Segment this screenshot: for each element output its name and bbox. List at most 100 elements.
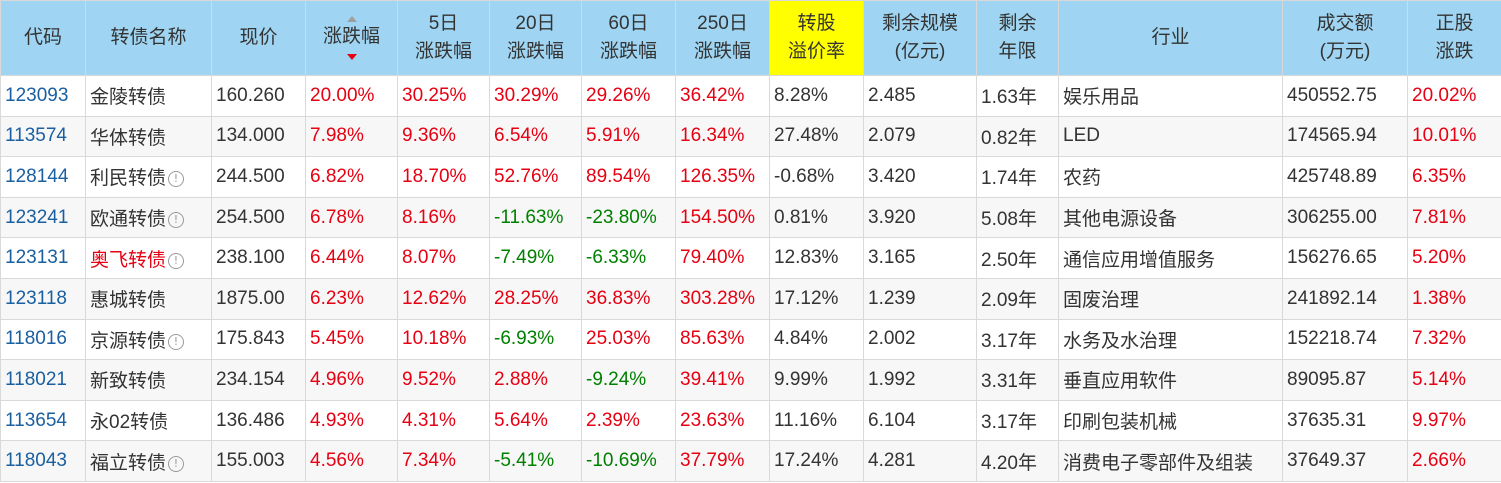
sort-asc-icon (346, 16, 357, 22)
cell-chg5: 9.52% (397, 359, 490, 401)
info-circle-icon[interactable]: ! (168, 252, 185, 269)
column-header-chg20[interactable]: 20日 涨跌幅 (489, 0, 582, 76)
cell-turnover: 241892.14 (1282, 277, 1408, 320)
column-header-change[interactable]: 涨跌幅 (305, 0, 398, 76)
cell-industry: 娱乐用品 (1058, 75, 1283, 117)
column-header-label: 剩余 年限 (998, 13, 1037, 62)
info-circle-icon[interactable]: ! (168, 455, 185, 472)
table-row[interactable]: 113654 永02转债 136.486 4.93% 4.31% 5.64% 2.39% 23… (0, 399, 1501, 442)
column-header-turnover[interactable]: 成交额 (万元) (1282, 0, 1408, 76)
cell-chg60: 2.39% (581, 399, 676, 442)
bond-name[interactable]: 永02转债 (90, 412, 169, 434)
cell-code[interactable]: 113654 (0, 399, 86, 442)
column-header-chg250[interactable]: 250日 涨跌幅 (675, 0, 770, 76)
cell-code[interactable]: 118043 (0, 440, 86, 482)
cell-chg5: 8.16% (397, 196, 490, 239)
cell-turnover: 425748.89 (1282, 156, 1408, 198)
cell-turnover: 152218.74 (1282, 318, 1408, 361)
bond-name[interactable]: 新致转债 (90, 371, 167, 393)
table-row[interactable]: 128144 利民转债! 244.500 6.82% 18.70% 52.76% 89.54… (0, 156, 1501, 198)
column-header-label: 剩余规模 (亿元) (881, 13, 958, 62)
cell-change: 5.45% (305, 318, 398, 361)
info-circle-icon[interactable]: ! (168, 333, 185, 350)
cell-premium: 8.28% (769, 75, 864, 117)
cell-chg5: 30.25% (397, 75, 490, 117)
cell-turnover: 450552.75 (1282, 75, 1408, 117)
bond-name[interactable]: 奥飞转债 (90, 249, 167, 271)
bond-name[interactable]: 欧通转债 (90, 209, 167, 231)
column-header-remaining-scale[interactable]: 剩余规模 (亿元) (863, 0, 977, 76)
cell-price: 155.003 (211, 440, 306, 482)
table-row[interactable]: 118016 京源转债! 175.843 5.45% 10.18% -6.93% 25.03… (0, 318, 1501, 361)
cell-change: 6.82% (305, 156, 398, 198)
bond-name[interactable]: 福立转债 (90, 452, 167, 474)
cell-code[interactable]: 123118 (0, 277, 86, 320)
cell-code[interactable]: 123093 (0, 75, 86, 117)
cell-code[interactable]: 113574 (0, 115, 86, 158)
info-circle-icon[interactable]: ! (168, 171, 185, 188)
cell-price: 134.000 (211, 115, 306, 158)
cell-remaining-years: 4.20年 (976, 440, 1059, 482)
column-header-stock-change[interactable]: 正股 涨跌 (1407, 0, 1501, 76)
table-row[interactable]: 118043 福立转债! 155.003 4.56% 7.34% -5.41% -10.69… (0, 440, 1501, 482)
column-header-premium[interactable]: 转股 溢价率 (769, 0, 864, 76)
column-header-remaining-years[interactable]: 剩余 年限 (976, 0, 1059, 76)
cell-name[interactable]: 新致转债 (85, 359, 212, 401)
cell-chg5: 8.07% (397, 237, 490, 279)
cell-price: 160.260 (211, 75, 306, 117)
cell-industry: 印刷包装机械 (1058, 399, 1283, 442)
cell-code[interactable]: 123131 (0, 237, 86, 279)
table-row[interactable]: 113574 华体转债 134.000 7.98% 9.36% 6.54% 5.91% 16.… (0, 115, 1501, 158)
column-header-price[interactable]: 现价 (211, 0, 306, 76)
table-row[interactable]: 123118 惠城转债 1875.00 6.23% 12.62% 28.25% 36.83%… (0, 277, 1501, 320)
table-row[interactable]: 118021 新致转债 234.154 4.96% 9.52% 2.88% -9.24% 39… (0, 359, 1501, 401)
cell-chg5: 4.31% (397, 399, 490, 442)
cell-name[interactable]: 永02转债 (85, 399, 212, 442)
column-header-label: 250日 涨跌幅 (693, 13, 751, 62)
column-header-name[interactable]: 转债名称 (85, 0, 212, 76)
cell-chg20: 5.64% (489, 399, 582, 442)
cell-code[interactable]: 118021 (0, 359, 86, 401)
cell-change: 4.93% (305, 399, 398, 442)
table-row[interactable]: 123093 金陵转债 160.260 20.00% 30.25% 30.29% 29.26… (0, 75, 1501, 117)
bond-name[interactable]: 华体转债 (90, 127, 167, 149)
cell-name[interactable]: 欧通转债! (85, 196, 212, 239)
cell-remaining-scale: 3.165 (863, 237, 977, 279)
cell-name[interactable]: 福立转债! (85, 440, 212, 482)
cell-name[interactable]: 惠城转债 (85, 277, 212, 320)
cell-chg60: 36.83% (581, 277, 676, 320)
cell-industry: 固废治理 (1058, 277, 1283, 320)
cell-code[interactable]: 128144 (0, 156, 86, 198)
bond-name[interactable]: 京源转债 (90, 330, 167, 352)
cell-remaining-scale: 1.992 (863, 359, 977, 401)
bond-name[interactable]: 惠城转债 (90, 290, 167, 312)
cell-name[interactable]: 华体转债 (85, 115, 212, 158)
column-header-label: 转债名称 (110, 27, 187, 48)
cell-name[interactable]: 利民转债! (85, 156, 212, 198)
cell-code[interactable]: 118016 (0, 318, 86, 361)
cell-chg250: 39.41% (675, 359, 770, 401)
column-header-code[interactable]: 代码 (0, 0, 86, 76)
cell-stock-change: 9.97% (1407, 399, 1501, 442)
column-header-chg5[interactable]: 5日 涨跌幅 (397, 0, 490, 76)
table-row[interactable]: 123241 欧通转债! 254.500 6.78% 8.16% -11.63% -23.8… (0, 196, 1501, 239)
cell-name[interactable]: 京源转债! (85, 318, 212, 361)
cell-stock-change: 5.20% (1407, 237, 1501, 279)
cell-name[interactable]: 金陵转债 (85, 75, 212, 117)
cell-turnover: 37649.37 (1282, 440, 1408, 482)
cell-remaining-scale: 6.104 (863, 399, 977, 442)
cell-chg20: 52.76% (489, 156, 582, 198)
bond-name[interactable]: 金陵转债 (90, 87, 167, 109)
cell-remaining-scale: 3.920 (863, 196, 977, 239)
column-header-industry[interactable]: 行业 (1058, 0, 1283, 76)
table-row[interactable]: 123131 奥飞转债! 238.100 6.44% 8.07% -7.49% -6.33%… (0, 237, 1501, 279)
cell-name[interactable]: 奥飞转债! (85, 237, 212, 279)
cell-industry: 通信应用增值服务 (1058, 237, 1283, 279)
cell-chg60: 89.54% (581, 156, 676, 198)
cell-chg250: 37.79% (675, 440, 770, 482)
cell-code[interactable]: 123241 (0, 196, 86, 239)
bond-name[interactable]: 利民转债 (90, 168, 167, 190)
info-circle-icon[interactable]: ! (168, 212, 185, 229)
column-header-chg60[interactable]: 60日 涨跌幅 (581, 0, 676, 76)
sort-desc-icon (346, 54, 357, 60)
